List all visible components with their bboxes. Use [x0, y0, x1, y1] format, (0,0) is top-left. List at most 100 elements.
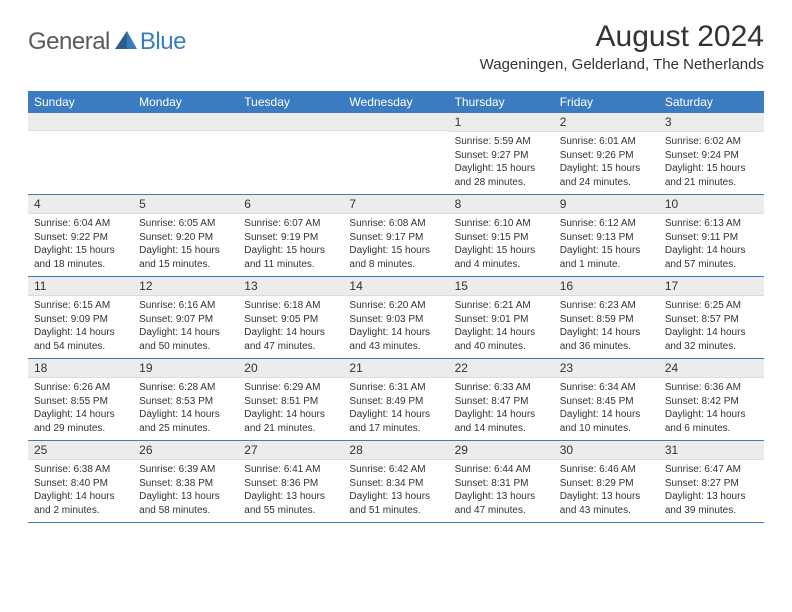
day-content [133, 131, 238, 191]
week-row: 18Sunrise: 6:26 AMSunset: 8:55 PMDayligh… [28, 359, 764, 441]
sunset-text: Sunset: 9:22 PM [34, 231, 127, 245]
sunrise-text: Sunrise: 6:23 AM [560, 299, 653, 313]
day-cell: 24Sunrise: 6:36 AMSunset: 8:42 PMDayligh… [659, 359, 764, 440]
day-cell: 6Sunrise: 6:07 AMSunset: 9:19 PMDaylight… [238, 195, 343, 276]
day-cell: 17Sunrise: 6:25 AMSunset: 8:57 PMDayligh… [659, 277, 764, 358]
daylight-text-1: Daylight: 14 hours [244, 408, 337, 422]
day-cell: 23Sunrise: 6:34 AMSunset: 8:45 PMDayligh… [554, 359, 659, 440]
daylight-text-1: Daylight: 14 hours [665, 244, 758, 258]
day-content: Sunrise: 6:39 AMSunset: 8:38 PMDaylight:… [133, 460, 238, 522]
sunset-text: Sunset: 9:24 PM [665, 149, 758, 163]
sunset-text: Sunset: 8:49 PM [349, 395, 442, 409]
sunrise-text: Sunrise: 6:47 AM [665, 463, 758, 477]
day-content: Sunrise: 6:16 AMSunset: 9:07 PMDaylight:… [133, 296, 238, 358]
day-cell: 8Sunrise: 6:10 AMSunset: 9:15 PMDaylight… [449, 195, 554, 276]
calendar: Sunday Monday Tuesday Wednesday Thursday… [28, 91, 764, 523]
day-number: 24 [659, 359, 764, 378]
day-number: 14 [343, 277, 448, 296]
day-number [343, 113, 448, 131]
daylight-text-2: and 15 minutes. [139, 258, 232, 272]
day-number: 12 [133, 277, 238, 296]
sunset-text: Sunset: 8:27 PM [665, 477, 758, 491]
day-header: Friday [554, 91, 659, 113]
sunrise-text: Sunrise: 6:41 AM [244, 463, 337, 477]
daylight-text-2: and 14 minutes. [455, 422, 548, 436]
day-content: Sunrise: 6:47 AMSunset: 8:27 PMDaylight:… [659, 460, 764, 522]
day-cell: 22Sunrise: 6:33 AMSunset: 8:47 PMDayligh… [449, 359, 554, 440]
month-year: August 2024 [480, 20, 764, 54]
daylight-text-2: and 2 minutes. [34, 504, 127, 518]
day-content: Sunrise: 6:15 AMSunset: 9:09 PMDaylight:… [28, 296, 133, 358]
location: Wageningen, Gelderland, The Netherlands [480, 56, 764, 73]
daylight-text-2: and 50 minutes. [139, 340, 232, 354]
day-number [238, 113, 343, 131]
week-row: 4Sunrise: 6:04 AMSunset: 9:22 PMDaylight… [28, 195, 764, 277]
day-content: Sunrise: 6:44 AMSunset: 8:31 PMDaylight:… [449, 460, 554, 522]
day-number: 2 [554, 113, 659, 132]
daylight-text-2: and 4 minutes. [455, 258, 548, 272]
day-content: Sunrise: 5:59 AMSunset: 9:27 PMDaylight:… [449, 132, 554, 194]
sunrise-text: Sunrise: 6:12 AM [560, 217, 653, 231]
daylight-text-1: Daylight: 13 hours [139, 490, 232, 504]
daylight-text-2: and 24 minutes. [560, 176, 653, 190]
day-cell: 5Sunrise: 6:05 AMSunset: 9:20 PMDaylight… [133, 195, 238, 276]
sunrise-text: Sunrise: 6:31 AM [349, 381, 442, 395]
day-number: 8 [449, 195, 554, 214]
sunset-text: Sunset: 9:07 PM [139, 313, 232, 327]
day-number [133, 113, 238, 131]
sunrise-text: Sunrise: 6:07 AM [244, 217, 337, 231]
sunset-text: Sunset: 9:15 PM [455, 231, 548, 245]
day-cell: 19Sunrise: 6:28 AMSunset: 8:53 PMDayligh… [133, 359, 238, 440]
sunset-text: Sunset: 8:31 PM [455, 477, 548, 491]
day-content: Sunrise: 6:20 AMSunset: 9:03 PMDaylight:… [343, 296, 448, 358]
daylight-text-2: and 29 minutes. [34, 422, 127, 436]
sunset-text: Sunset: 9:17 PM [349, 231, 442, 245]
day-cell [28, 113, 133, 194]
day-number: 6 [238, 195, 343, 214]
daylight-text-1: Daylight: 14 hours [349, 408, 442, 422]
day-cell: 30Sunrise: 6:46 AMSunset: 8:29 PMDayligh… [554, 441, 659, 522]
day-number: 15 [449, 277, 554, 296]
daylight-text-1: Daylight: 14 hours [665, 326, 758, 340]
day-cell: 1Sunrise: 5:59 AMSunset: 9:27 PMDaylight… [449, 113, 554, 194]
day-content: Sunrise: 6:23 AMSunset: 8:59 PMDaylight:… [554, 296, 659, 358]
daylight-text-2: and 21 minutes. [665, 176, 758, 190]
daylight-text-2: and 21 minutes. [244, 422, 337, 436]
sunset-text: Sunset: 8:51 PM [244, 395, 337, 409]
week-row: 1Sunrise: 5:59 AMSunset: 9:27 PMDaylight… [28, 113, 764, 195]
sunrise-text: Sunrise: 6:20 AM [349, 299, 442, 313]
day-content: Sunrise: 6:07 AMSunset: 9:19 PMDaylight:… [238, 214, 343, 276]
sunset-text: Sunset: 9:03 PM [349, 313, 442, 327]
day-cell: 14Sunrise: 6:20 AMSunset: 9:03 PMDayligh… [343, 277, 448, 358]
day-content: Sunrise: 6:28 AMSunset: 8:53 PMDaylight:… [133, 378, 238, 440]
sunset-text: Sunset: 8:40 PM [34, 477, 127, 491]
daylight-text-2: and 17 minutes. [349, 422, 442, 436]
sunrise-text: Sunrise: 6:08 AM [349, 217, 442, 231]
day-number: 9 [554, 195, 659, 214]
day-cell: 27Sunrise: 6:41 AMSunset: 8:36 PMDayligh… [238, 441, 343, 522]
day-header: Tuesday [238, 91, 343, 113]
sunrise-text: Sunrise: 6:21 AM [455, 299, 548, 313]
sunset-text: Sunset: 8:59 PM [560, 313, 653, 327]
sunrise-text: Sunrise: 6:01 AM [560, 135, 653, 149]
daylight-text-1: Daylight: 14 hours [455, 408, 548, 422]
day-content: Sunrise: 6:18 AMSunset: 9:05 PMDaylight:… [238, 296, 343, 358]
day-cell: 11Sunrise: 6:15 AMSunset: 9:09 PMDayligh… [28, 277, 133, 358]
daylight-text-1: Daylight: 14 hours [139, 326, 232, 340]
logo-text-general: General [28, 28, 110, 56]
sunset-text: Sunset: 8:55 PM [34, 395, 127, 409]
sunrise-text: Sunrise: 6:28 AM [139, 381, 232, 395]
daylight-text-2: and 51 minutes. [349, 504, 442, 518]
daylight-text-2: and 57 minutes. [665, 258, 758, 272]
day-number: 22 [449, 359, 554, 378]
daylight-text-1: Daylight: 15 hours [34, 244, 127, 258]
sunset-text: Sunset: 9:20 PM [139, 231, 232, 245]
day-number: 29 [449, 441, 554, 460]
day-number: 13 [238, 277, 343, 296]
day-number: 21 [343, 359, 448, 378]
day-number: 20 [238, 359, 343, 378]
day-content: Sunrise: 6:29 AMSunset: 8:51 PMDaylight:… [238, 378, 343, 440]
sunrise-text: Sunrise: 6:02 AM [665, 135, 758, 149]
daylight-text-2: and 1 minute. [560, 258, 653, 272]
day-number: 28 [343, 441, 448, 460]
